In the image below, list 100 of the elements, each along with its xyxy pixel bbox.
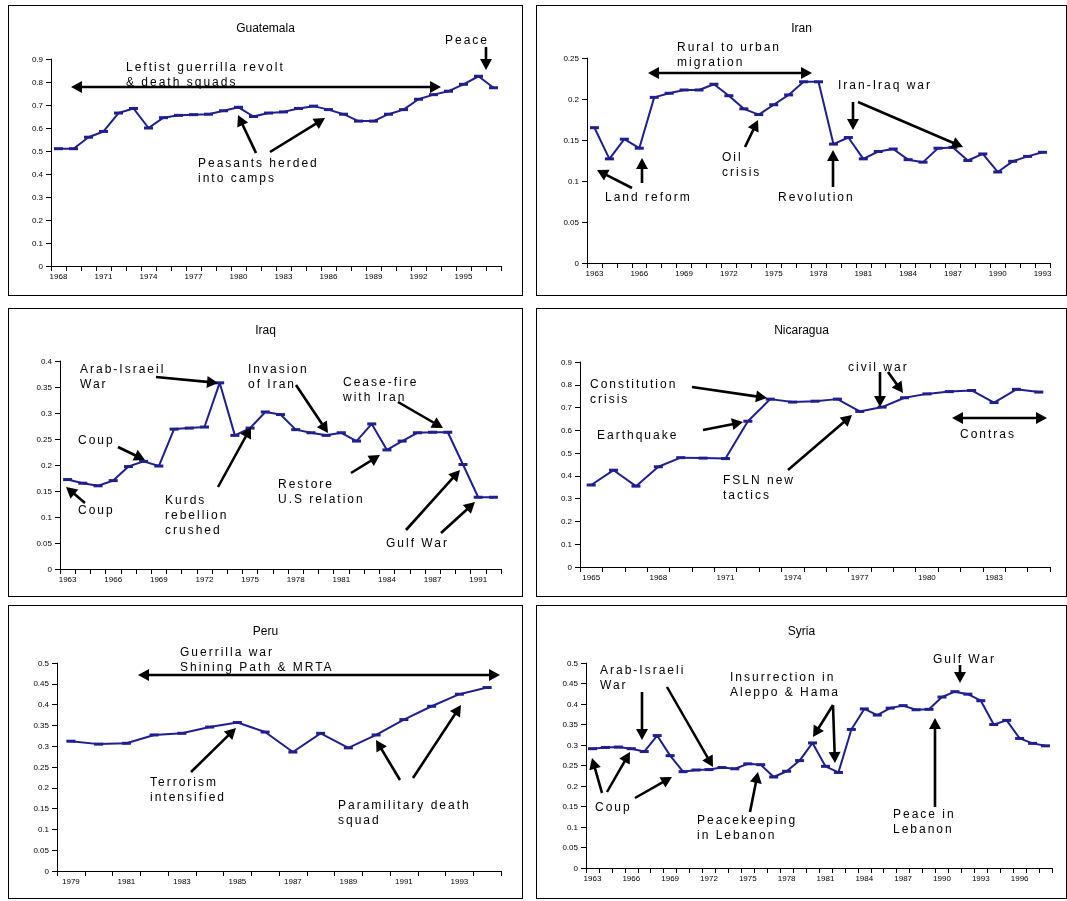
y-tick-label: 0.3	[560, 494, 573, 504]
y-tick-label: 0.8	[560, 380, 573, 390]
y-tick-label: 0.2	[567, 94, 580, 104]
x-tick-label: 1983	[985, 572, 1004, 582]
y-tick-label: 0.15	[33, 804, 50, 814]
annotation: Paramilitary death squad	[338, 798, 471, 828]
annotation: Restore U.S relation	[278, 477, 365, 507]
x-tick-label: 1995	[454, 271, 473, 281]
y-tick-label: 0.1	[31, 238, 44, 248]
annotation: civil war	[848, 360, 909, 375]
y-tick-label: 0.3	[31, 192, 44, 202]
x-tick-label: 1978	[809, 268, 828, 278]
x-tick-label: 1965	[582, 572, 601, 582]
x-tick-label: 1987	[423, 574, 443, 584]
x-tick-label: 1981	[816, 873, 835, 883]
x-tick-label: 1983	[274, 271, 293, 281]
y-tick-label: 0.2	[31, 215, 44, 225]
chart-title: Iraq	[255, 323, 276, 337]
annotation: Constitution crisis	[590, 377, 678, 407]
annotation: FSLN new tactics	[723, 473, 796, 503]
x-tick-label: 1987	[944, 268, 963, 278]
x-tick-label: 1981	[117, 876, 136, 886]
chart-title: Iran	[791, 21, 812, 35]
y-tick-label: 0.2	[40, 460, 53, 470]
x-tick-label: 1990	[933, 873, 952, 883]
chart-title: Nicaragua	[774, 323, 830, 337]
x-tick-label: 1972	[719, 268, 739, 278]
annotation: Peasants herded into camps	[198, 156, 319, 186]
y-tick-label: 0.5	[566, 658, 579, 668]
y-tick-label: 0.1	[560, 539, 573, 549]
annotation: Peacekeeping in Lebanon	[697, 813, 798, 843]
y-tick-label: 0	[44, 866, 50, 876]
annotation: Arab-Israeli War	[600, 663, 686, 693]
y-tick-label: 0.05	[36, 538, 53, 548]
annotation: Contras	[960, 427, 1017, 442]
y-tick-label: 0.1	[40, 512, 53, 522]
annotation: Land reform	[605, 190, 692, 205]
x-tick-label: 1963	[585, 268, 604, 278]
x-tick-label: 1996	[1010, 873, 1030, 883]
y-tick-label: 0.15	[563, 135, 580, 145]
x-tick-label: 1975	[241, 574, 260, 584]
x-tick-label: 1984	[899, 268, 918, 278]
y-tick-label: 0.1	[567, 176, 580, 186]
y-tick-label: 0.15	[562, 802, 579, 811]
y-tick-label: 0.25	[563, 53, 580, 63]
x-tick-label: 1963	[58, 574, 78, 584]
y-tick-label: 0.4	[566, 699, 579, 709]
x-tick-label: 1992	[409, 271, 428, 281]
y-tick-label: 0.5	[31, 146, 44, 156]
annotation: Terrorism intensified	[150, 775, 227, 805]
y-tick-label: 0.5	[37, 658, 50, 668]
x-tick-label: 1980	[229, 271, 248, 281]
y-tick-label: 0.45	[562, 679, 579, 688]
annotation: Gulf War	[386, 536, 449, 551]
y-tick-label: 0.4	[40, 356, 53, 366]
x-tick-label: 1993	[450, 876, 469, 886]
x-tick-label: 1985	[228, 876, 247, 886]
x-tick-label: 1986	[319, 271, 338, 281]
x-tick-label: 1991	[469, 574, 488, 584]
x-tick-label: 1987	[283, 876, 303, 886]
annotation: Coup	[78, 503, 115, 518]
y-tick-label: 0.6	[560, 425, 573, 435]
x-tick-label: 1968	[49, 271, 68, 281]
x-tick-label: 1981	[854, 268, 873, 278]
y-tick-label: 0.3	[40, 408, 53, 418]
y-tick-label: 0.25	[33, 762, 50, 772]
annotation: Invasion of Iran	[248, 362, 309, 392]
y-tick-label: 0.35	[36, 382, 53, 392]
x-tick-label: 1974	[139, 271, 158, 281]
y-tick-label: 0.1	[566, 822, 579, 832]
y-tick-label: 0.2	[560, 516, 573, 526]
y-tick-label: 0.6	[31, 123, 44, 133]
chart-title: Peru	[252, 624, 279, 638]
annotation: Guerrilla war Shining Path & MRTA	[180, 645, 334, 675]
y-tick-label: 0.4	[31, 169, 44, 179]
x-tick-label: 1993	[1033, 268, 1052, 278]
x-tick-label: 1975	[764, 268, 784, 278]
x-tick-label: 1991	[394, 876, 414, 886]
x-tick-label: 1969	[675, 268, 694, 278]
annotation: Coup	[595, 800, 632, 815]
y-tick-label: 0.9	[31, 54, 44, 64]
annotation: Revolution	[778, 190, 855, 205]
x-tick-label: 1971	[94, 271, 113, 281]
x-tick-label: 1969	[661, 873, 680, 883]
y-tick-label: 0.4	[37, 700, 50, 710]
x-tick-label: 1966	[630, 268, 649, 278]
y-tick-label: 0	[574, 258, 580, 268]
annotation: Insurrection in Aleppo & Hama	[730, 670, 841, 700]
y-tick-label: 0.9	[560, 357, 573, 367]
x-tick-label: 1993	[971, 873, 991, 883]
annotation: Kurds rebellion crushed	[165, 493, 229, 538]
y-tick-label: 0.5	[560, 448, 573, 458]
annotation: Iran-Iraq war	[838, 78, 933, 93]
y-tick-label: 0.2	[566, 781, 579, 791]
x-tick-label: 1966	[622, 873, 641, 883]
x-tick-label: 1977	[184, 271, 203, 281]
x-tick-label: 1969	[149, 574, 169, 584]
y-tick-label: 0.7	[31, 100, 44, 110]
x-tick-label: 1979	[61, 876, 81, 886]
x-tick-label: 1963	[583, 873, 602, 883]
